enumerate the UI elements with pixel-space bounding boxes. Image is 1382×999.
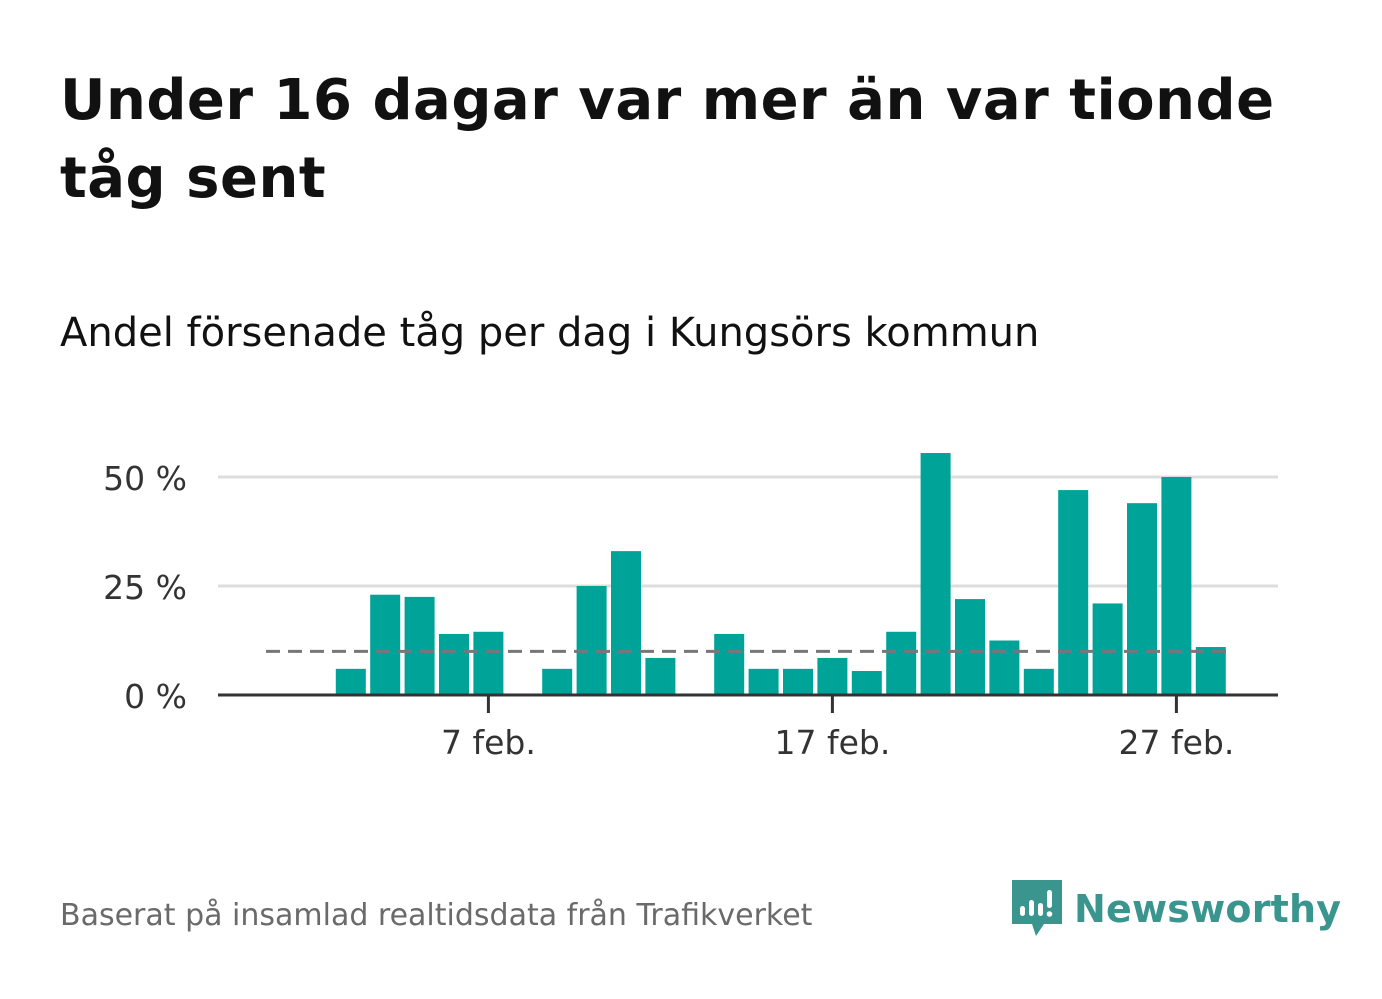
bar: 4 feb.: 23 %: [370, 594, 401, 695]
bar: 6 feb.: 14 %: [439, 633, 469, 695]
bar: 28 feb.: 11 %: [1195, 647, 1226, 695]
bar: 17 feb.: 8.5 %: [817, 657, 848, 695]
y-tick-label: 50 %: [103, 459, 187, 498]
source-note: Baserat på insamlad realtidsdata från Tr…: [60, 898, 813, 933]
bar: 11 feb.: 33 %: [611, 551, 641, 695]
axes: 0 % 25 % 50 % 7 feb. 17 feb. 27 feb.: [103, 459, 1278, 762]
bar: 18 feb.: 5.5 %: [851, 671, 882, 695]
x-tick-label: 17 feb.: [774, 723, 890, 762]
bar: 5 feb.: 22.5 %: [404, 596, 435, 695]
y-tick-label: 25 %: [103, 568, 187, 607]
bar: 21 feb.: 22 %: [955, 599, 985, 695]
bar: 19 feb.: 14.5 %: [886, 631, 917, 695]
chart-title: Under 16 dagar var mer än var tionde tåg…: [60, 68, 1275, 211]
brand-logo: Newsworthy: [1010, 878, 1341, 940]
bar: 7 feb.: 14.5 %: [473, 631, 504, 695]
bar: 26 feb.: 44 %: [1127, 503, 1157, 695]
bar: 9 feb.: 6 %: [542, 668, 573, 695]
brand-name: Newsworthy: [1074, 887, 1342, 931]
y-tick-label: 0 %: [124, 677, 187, 716]
bar: 25 feb.: 21 %: [1092, 603, 1123, 695]
bar: 14 feb.: 14 %: [714, 633, 745, 695]
bar: 20 feb.: 55.5 %: [920, 453, 951, 695]
bar: 12 feb.: 8.5 %: [645, 657, 676, 695]
bar: 16 feb.: 6 %: [783, 668, 813, 695]
newsworthy-logo-icon: [1012, 880, 1062, 936]
bar: 3 feb.: 6 %: [335, 668, 366, 695]
bars: 3 feb.: 6 %4 feb.: 23 %5 feb.: 22.5 %6 f…: [335, 453, 1226, 695]
x-tick-label: 7 feb.: [441, 723, 536, 762]
chart-subtitle: Andel försenade tåg per dag i Kungsörs k…: [60, 310, 1040, 356]
bar-chart: 3 feb.: 6 %4 feb.: 23 %5 feb.: 22.5 %6 f…: [103, 453, 1278, 762]
bar: 27 feb.: 50 %: [1161, 477, 1192, 695]
bar: 10 feb.: 25 %: [576, 586, 607, 695]
x-tick-label: 27 feb.: [1118, 723, 1234, 762]
bar: 15 feb.: 6 %: [748, 668, 779, 695]
grid-lines: [218, 475, 1278, 588]
bar: 24 feb.: 47 %: [1058, 490, 1089, 695]
bar: 22 feb.: 12.5 %: [989, 640, 1020, 695]
bar: 23 feb.: 6 %: [1023, 668, 1054, 695]
